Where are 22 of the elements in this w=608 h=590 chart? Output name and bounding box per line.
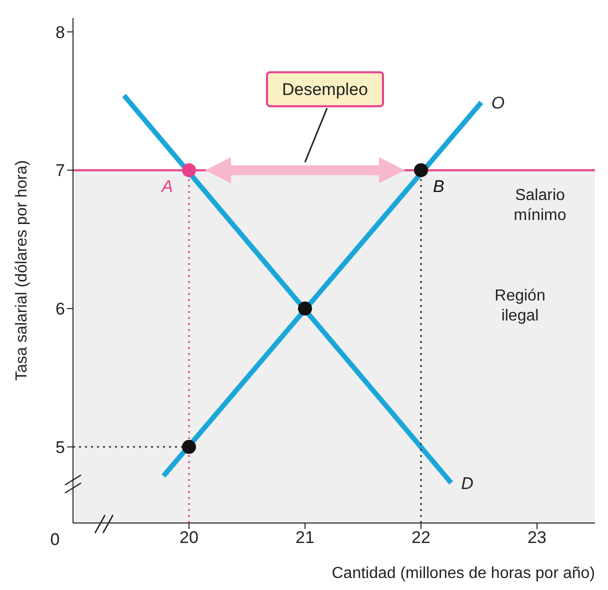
x-tick-label: 21: [296, 528, 314, 548]
annotation: A: [160, 177, 173, 196]
x-tick-label: 20: [180, 528, 198, 548]
y-tick-label: 5: [56, 438, 65, 457]
band-label: Región ilegal: [494, 288, 546, 325]
y-tick-label: 7: [56, 161, 65, 180]
x-tick-label: 23: [528, 528, 546, 548]
x-axis-title: Cantidad (millones de horas por año): [332, 565, 595, 582]
x-tick-label: 22: [412, 528, 430, 548]
y-axis-title: Tasa salarial (dólares por hora): [14, 160, 31, 381]
y-tick-label: 8: [56, 22, 65, 42]
series-label: D: [461, 474, 474, 493]
point: [298, 302, 312, 316]
annotation: Desempleo: [282, 80, 368, 100]
ref-line-label: Salario mínimo: [514, 187, 566, 224]
point: [182, 440, 196, 454]
series-label: O: [491, 93, 505, 112]
point: [182, 163, 196, 178]
annotation: B: [433, 177, 444, 196]
point: [414, 163, 428, 178]
text: 0: [50, 530, 60, 549]
y-tick-label: 6: [56, 300, 65, 319]
